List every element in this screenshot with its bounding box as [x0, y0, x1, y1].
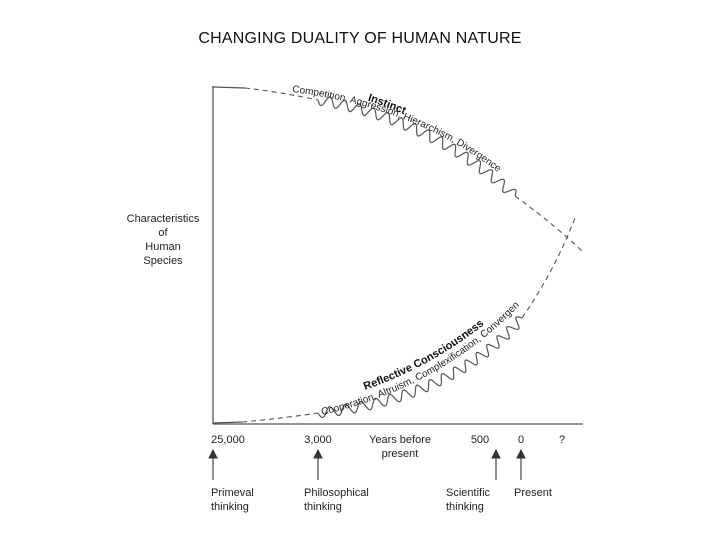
instinct-curve-wavy — [317, 96, 517, 197]
y-axis-label-line-2: of — [158, 227, 168, 239]
tick-0: 0 — [518, 434, 524, 446]
milestone-primeval-line-1: Primeval — [211, 487, 254, 499]
milestone-scientific-line-2: thinking — [446, 501, 484, 513]
tick-unknown: ? — [559, 434, 565, 446]
reflective-curve-wavy — [317, 316, 523, 419]
y-axis-label-line-4: Species — [143, 255, 183, 267]
milestone-philosophical-line-2: thinking — [304, 501, 342, 513]
instinct-curve-dashed-late — [514, 195, 584, 253]
y-axis-label-line-1: Characteristics — [127, 213, 200, 225]
milestone-philosophical-line-1: Philosophical — [304, 487, 369, 499]
x-axis-label-line-1: Years before — [369, 434, 431, 446]
page-title: CHANGING DUALITY OF HUMAN NATURE — [198, 30, 522, 47]
tick-3000: 3,000 — [304, 434, 332, 446]
reflective-label: Reflective Consciousness — [362, 317, 486, 392]
tick-500: 500 — [471, 434, 489, 446]
arrow-scientific — [491, 448, 501, 480]
tick-25000: 25,000 — [211, 434, 245, 446]
y-axis-label-line-3: Human — [145, 241, 180, 253]
instinct-traits-label: Competition, Aggression, Hierarchism, Di… — [292, 84, 503, 175]
instinct-curve-dashed-early — [244, 87, 319, 101]
x-axis-label-line-2: present — [382, 448, 419, 460]
reflective-curve-dashed-late — [521, 217, 576, 319]
milestone-present-line-1: Present — [514, 487, 552, 499]
arrow-philosophical — [313, 448, 323, 480]
arrow-present — [516, 448, 526, 480]
reflective-curve-solid-start — [212, 421, 243, 424]
arrow-primeval — [208, 448, 218, 480]
milestone-scientific-line-1: Scientific — [446, 487, 491, 499]
milestone-primeval-line-2: thinking — [211, 501, 249, 513]
reflective-curve-dashed-early — [241, 412, 319, 423]
instinct-curve-solid-start — [212, 86, 246, 89]
